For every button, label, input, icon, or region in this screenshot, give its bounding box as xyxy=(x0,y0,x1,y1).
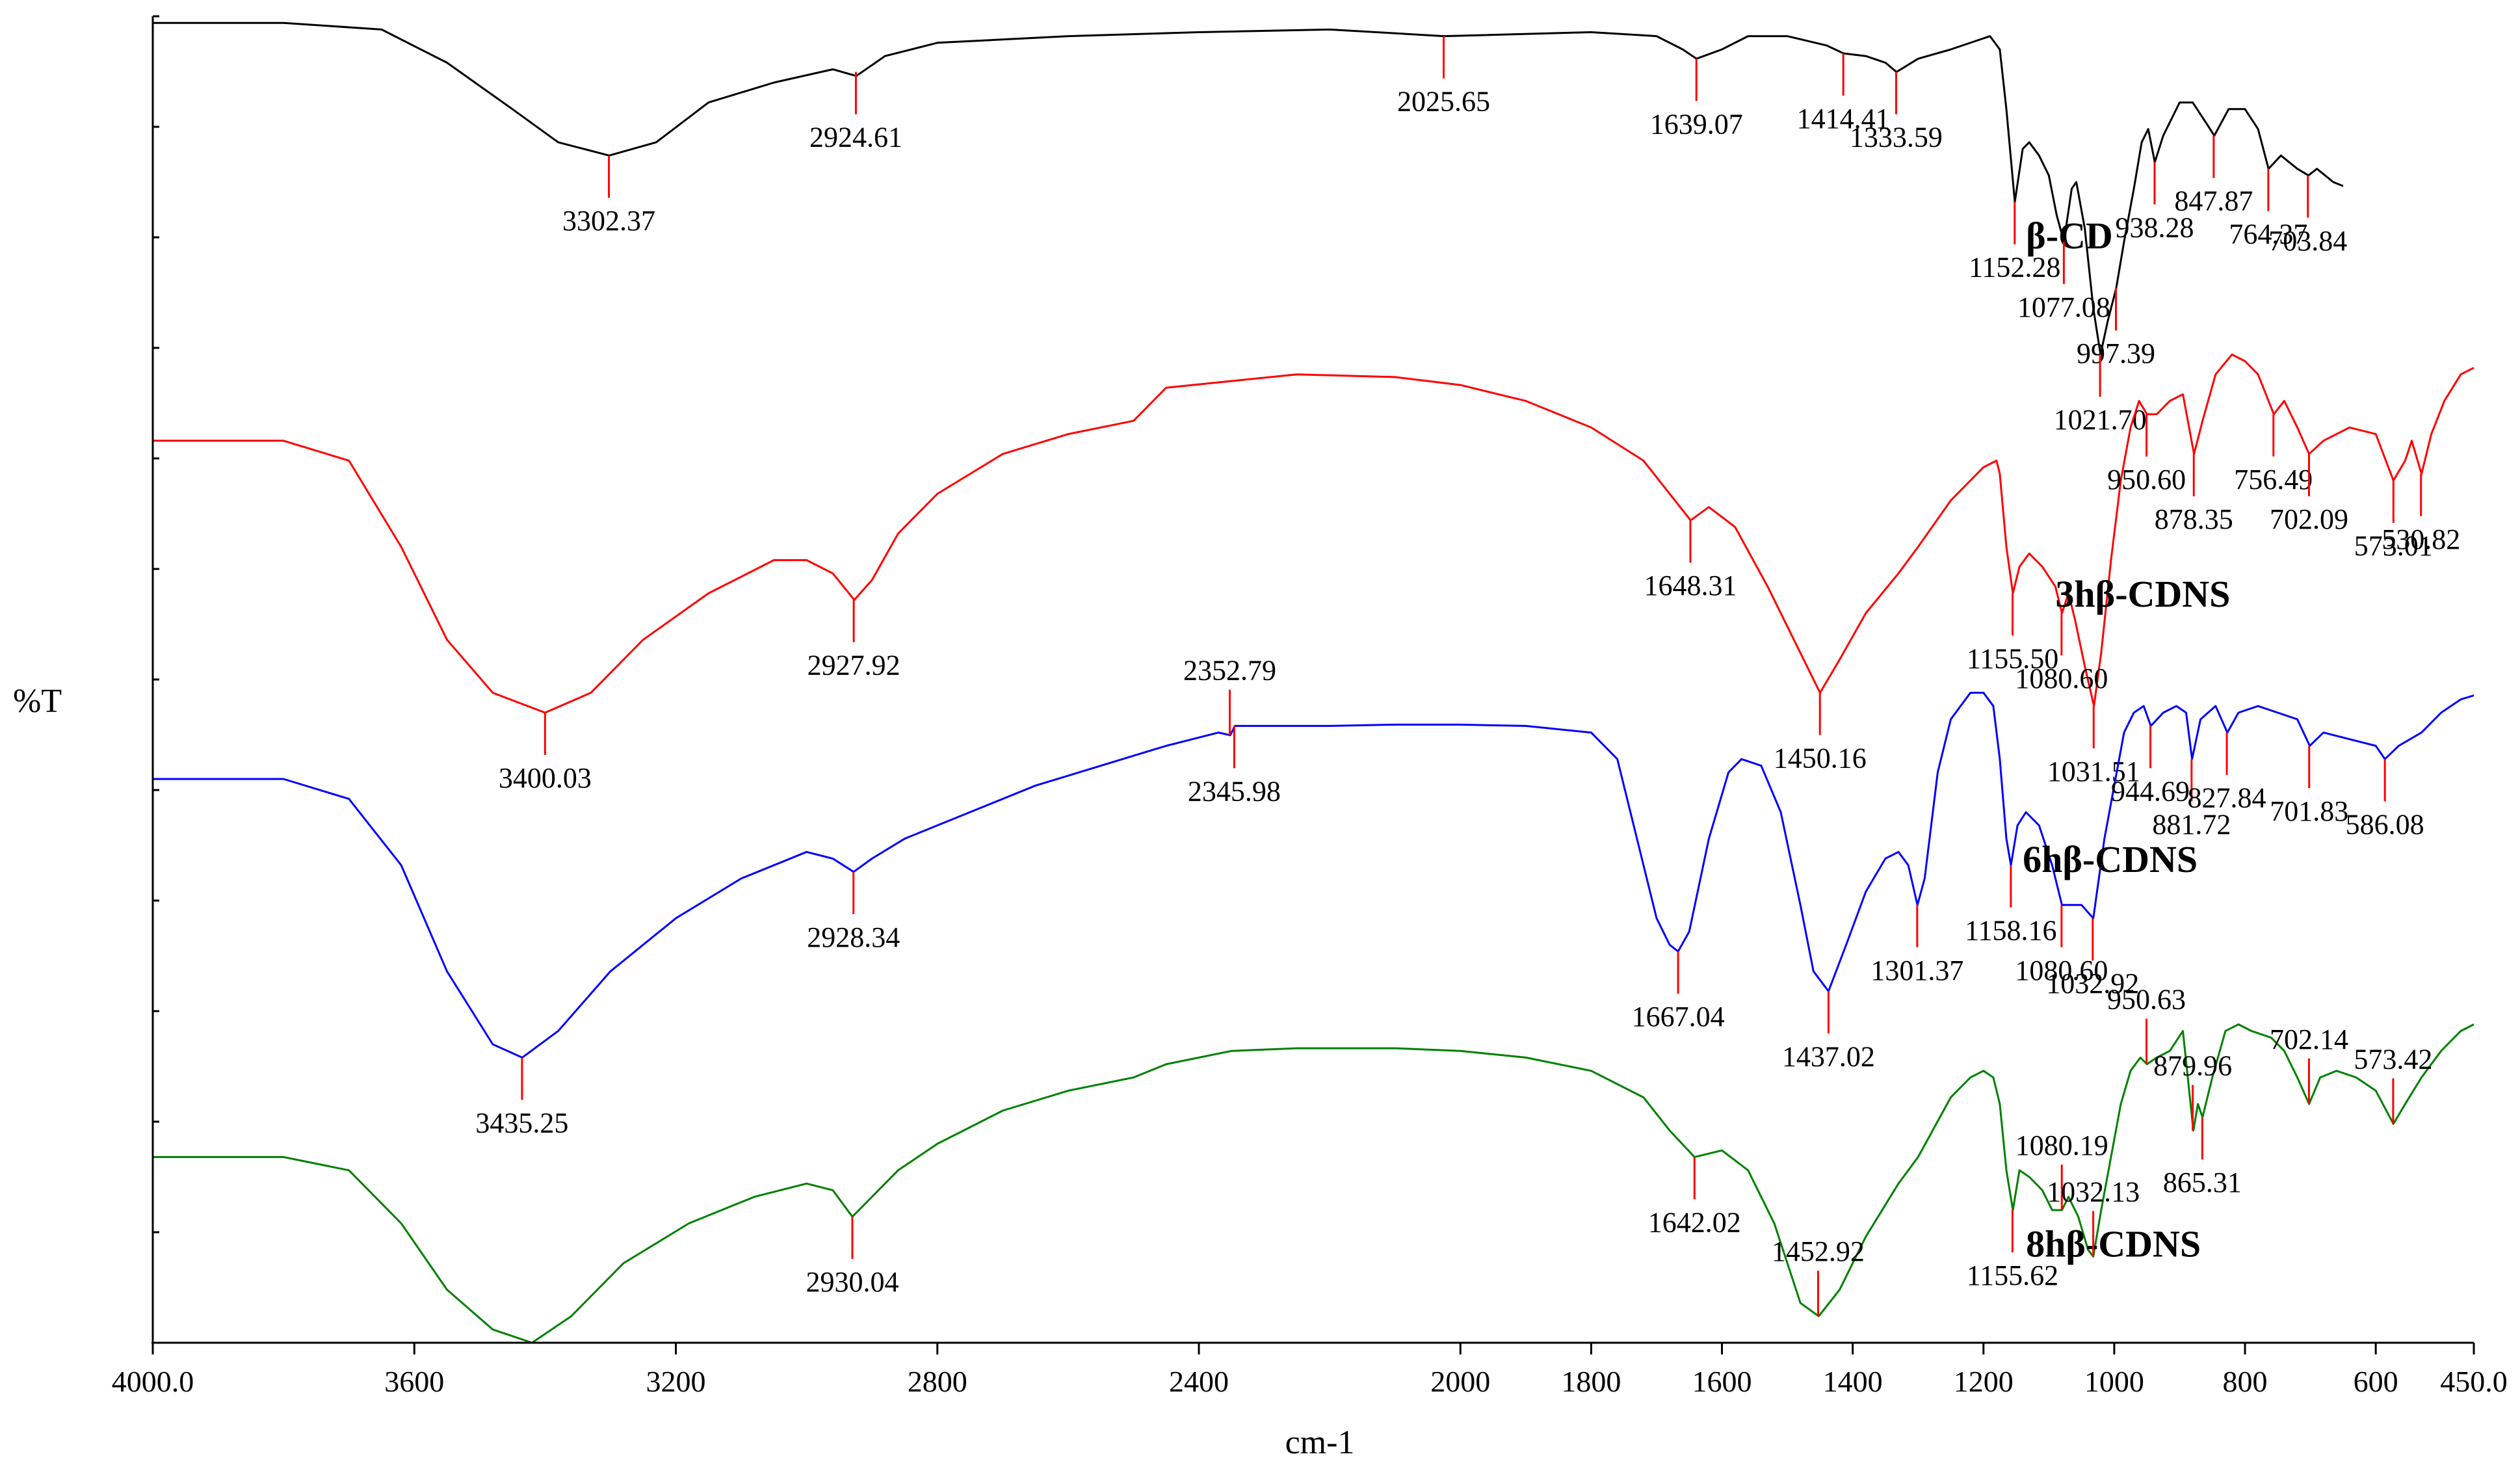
series-line xyxy=(153,691,2474,1059)
peak-label: 702.14 xyxy=(2270,1023,2348,1055)
peak-label: 2025.65 xyxy=(1397,86,1490,118)
peak-label: 1077.08 xyxy=(2017,291,2110,323)
peak-label: 2352.79 xyxy=(1183,655,1276,687)
axes: 4000.0 3600 3200 2800 2400 2000 1800 1600 1400 12… xyxy=(112,15,2508,1398)
peak-label: 1667.04 xyxy=(1632,1001,1725,1033)
series-name-label: 6hβ-CDNS xyxy=(2023,838,2198,880)
peak-label: 1648.31 xyxy=(1644,570,1737,601)
peak-label: 2927.92 xyxy=(807,650,900,681)
peak-label: 878.35 xyxy=(2155,503,2233,535)
series-line xyxy=(153,353,2474,714)
x-tick-label: 1200 xyxy=(1954,1365,2014,1398)
peak-label: 1450.16 xyxy=(1774,742,1867,774)
peak-label: 1031.51 xyxy=(2047,756,2140,787)
peak-label: 1333.59 xyxy=(1850,122,1943,153)
x-tick-label: 4000.0 xyxy=(112,1365,194,1398)
peak-label: 3435.25 xyxy=(475,1107,568,1139)
x-tick-label: 3200 xyxy=(646,1365,706,1398)
peak-label: 3400.03 xyxy=(499,762,592,794)
series-line xyxy=(153,21,2344,356)
x-tick-label: 2800 xyxy=(908,1365,967,1398)
peak-label: 1155.62 xyxy=(1967,1260,2058,1291)
series-4: 8hβ-CDNS 2930.04 1642.02 1452.92 1155.62 1080… xyxy=(153,984,2474,1344)
peak-label: 586.08 xyxy=(2346,808,2424,840)
peak-label: 1642.02 xyxy=(1648,1206,1741,1238)
peak-label: 1452.92 xyxy=(1772,1235,1865,1267)
peak-label: 573.42 xyxy=(2354,1043,2432,1075)
peak-label: 530.82 xyxy=(2382,523,2460,555)
x-tick-label: 2000 xyxy=(1430,1365,1490,1398)
peak-label: 950.60 xyxy=(2107,464,2186,495)
peak-label: 2928.34 xyxy=(807,921,900,953)
peak-label: 879.96 xyxy=(2153,1050,2232,1082)
series-name-label: 3hβ-CDNS xyxy=(2055,573,2230,615)
peak-label: 827.84 xyxy=(2188,782,2266,814)
peak-label: 847.87 xyxy=(2174,185,2253,217)
peak-label: 1152.28 xyxy=(1969,252,2060,284)
x-tick-label: 450.0 xyxy=(2440,1365,2508,1398)
x-tick-label: 2400 xyxy=(1169,1365,1229,1398)
peak-label: 938.28 xyxy=(2115,211,2194,243)
peak-label: 997.39 xyxy=(2077,337,2155,369)
peak-label: 2924.61 xyxy=(809,122,902,153)
peak-label: 1301.37 xyxy=(1870,955,1963,986)
x-tick-label: 1400 xyxy=(1823,1365,1883,1398)
peak-label: 1158.16 xyxy=(1965,915,2056,947)
series-name-label: 8hβ-CDNS xyxy=(2026,1222,2201,1265)
peak-label: 1155.50 xyxy=(1967,642,2058,674)
x-axis-title: cm-1 xyxy=(1285,1424,1355,1461)
x-tick-label: 3600 xyxy=(384,1365,444,1398)
peak-label: 1414.41 xyxy=(1797,103,1890,135)
series-line xyxy=(153,1023,2474,1344)
peak-label: 2930.04 xyxy=(806,1266,899,1298)
peak-label: 701.83 xyxy=(2270,795,2348,827)
peak-label: 573.01 xyxy=(2354,530,2433,562)
peak-label: 1080.60 xyxy=(2015,663,2108,694)
peak-label: 3302.37 xyxy=(562,205,655,237)
peak-label: 1639.07 xyxy=(1650,108,1743,140)
x-tick-label: 1000 xyxy=(2084,1365,2144,1398)
peak-label: 1437.02 xyxy=(1782,1040,1875,1072)
peak-label: 1021.70 xyxy=(2054,404,2147,436)
peak-label: 2345.98 xyxy=(1188,775,1281,807)
peak-label: 944.69 xyxy=(2111,775,2190,807)
series-3: 6hβ-CDNS 3435.25 2928.34 2352.79 2345.98 1667… xyxy=(153,655,2474,1139)
peak-label: 1032.92 xyxy=(2046,968,2139,999)
peak-label: 702.09 xyxy=(2270,503,2348,535)
peak-label: 950.63 xyxy=(2107,984,2186,1016)
series-name-label: β-CD xyxy=(2026,215,2113,257)
x-tick-label: 1800 xyxy=(1561,1365,1621,1398)
peak-label: 756.49 xyxy=(2234,464,2313,495)
peak-label: 703.84 xyxy=(2268,225,2347,257)
x-tick-label: 1600 xyxy=(1692,1365,1752,1398)
x-tick-label: 800 xyxy=(2223,1365,2268,1398)
y-axis-title: %T xyxy=(13,683,62,720)
peak-label: 1080.19 xyxy=(2015,1129,2108,1161)
peak-label: 881.72 xyxy=(2152,808,2231,840)
peak-label: 865.31 xyxy=(2163,1167,2242,1198)
peak-label: 1032.13 xyxy=(2047,1176,2140,1208)
series-2: 3hβ-CDNS 3400.03 2927.92 1648.31 1450.16 1155… xyxy=(153,353,2474,794)
x-tick-label: 600 xyxy=(2354,1365,2398,1398)
peak-label: 764.37 xyxy=(2229,218,2307,250)
